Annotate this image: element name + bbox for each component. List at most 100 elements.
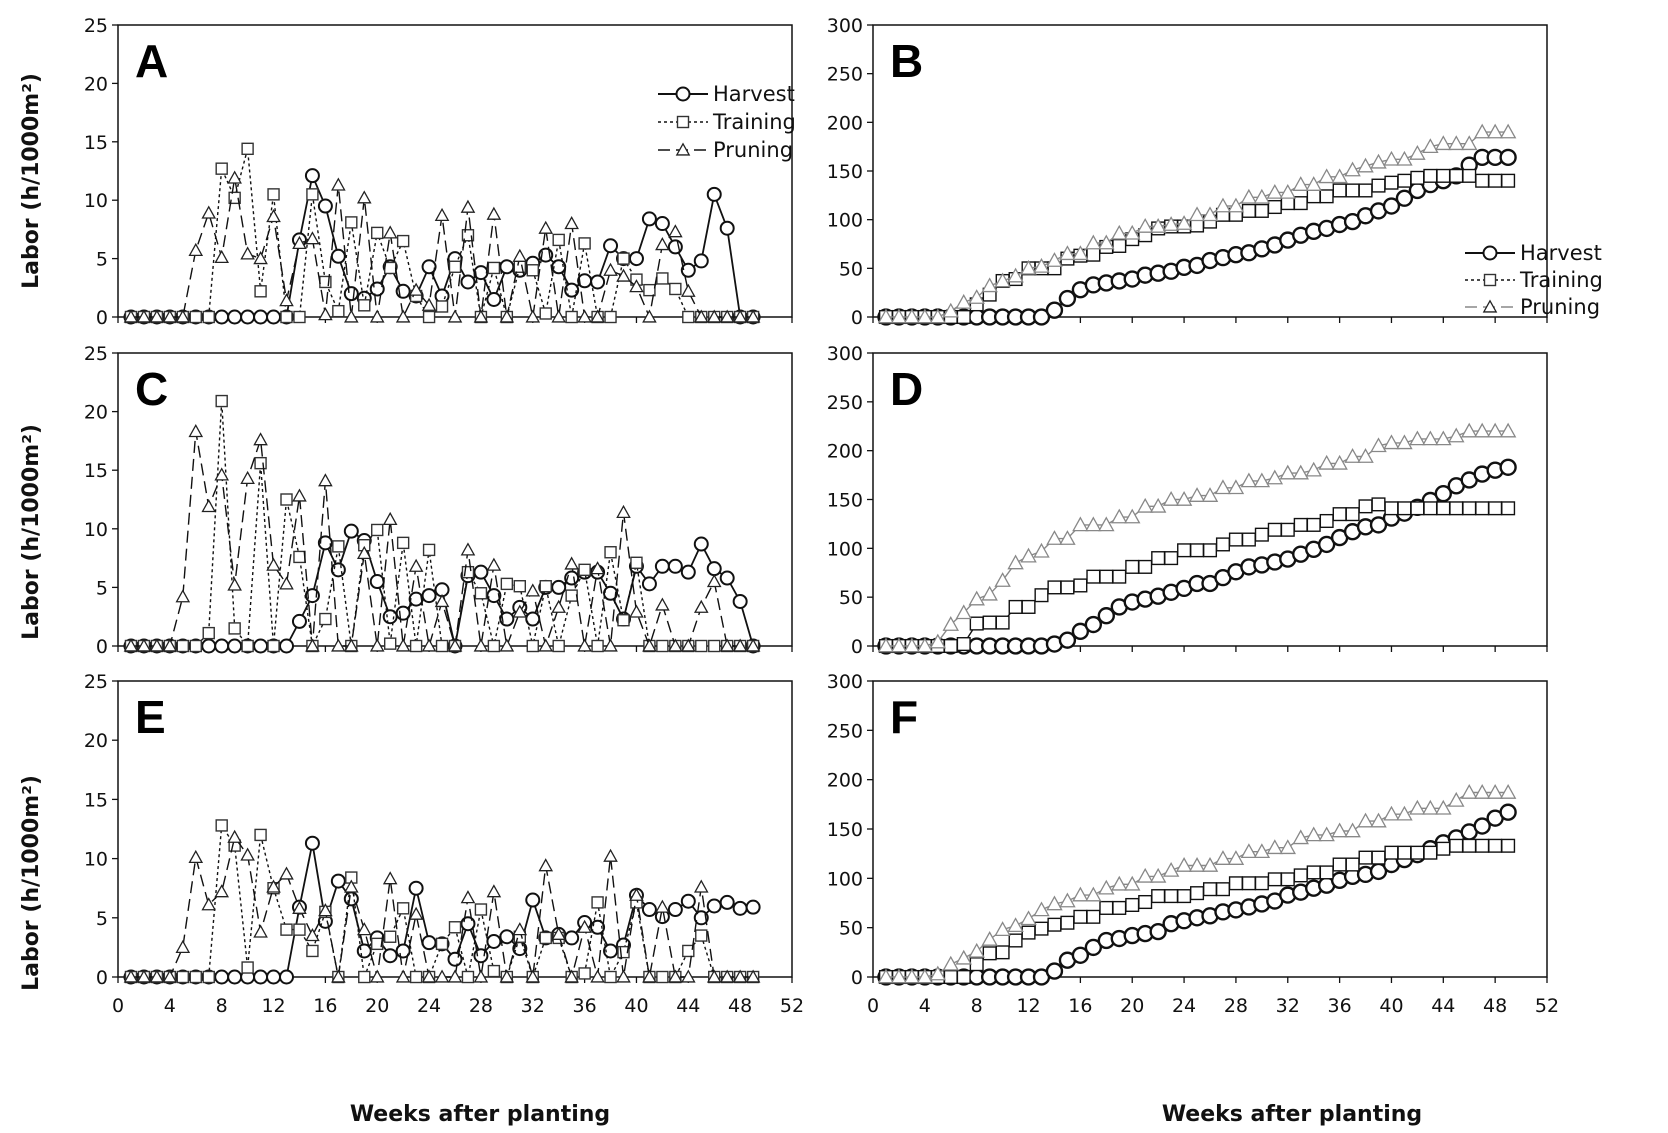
point-pruning [473,309,489,323]
point-pruning [551,309,566,323]
point-harvest [1395,189,1414,207]
point-harvest [1473,817,1491,835]
point-pruning [460,199,476,213]
point-pruning [1046,252,1063,267]
point-pruning [1409,799,1426,815]
point-training [241,961,254,974]
point-pruning [1370,437,1387,453]
y-tick-label: 250 [827,64,863,86]
point-harvest [525,611,541,627]
point-pruning [1149,497,1167,513]
point-training [1215,882,1230,897]
point-pruning [525,583,541,597]
point-pruning [903,637,921,653]
point-pruning [1383,150,1400,166]
point-pruning [460,890,476,904]
x-tick-label: 48 [728,995,752,1017]
point-training [1151,889,1166,904]
point-training [604,310,617,324]
point-harvest [525,892,541,908]
point-harvest [603,238,619,254]
point-pruning [499,309,515,323]
point-harvest [1317,535,1336,554]
x-tick-label: 0 [112,995,124,1017]
point-training [1241,532,1256,547]
point-harvest [1032,308,1051,326]
point-pruning [1033,901,1050,917]
point-training [422,310,436,324]
point-pruning [1396,434,1413,450]
point-pruning [916,308,934,324]
right-x-axis-title: Weeks after planting [1162,1102,1422,1127]
point-pruning [240,847,255,861]
point-pruning [877,637,895,653]
point-pruning [253,924,268,938]
point-harvest [1382,197,1401,215]
point-pruning [1059,245,1076,261]
point-pruning [1240,472,1258,488]
point-pruning [642,638,657,652]
point-harvest [421,259,437,275]
point-pruning [201,498,217,513]
point-training [1319,189,1334,204]
point-pruning [344,879,359,893]
point-pruning [188,849,204,864]
point-pruning [681,969,696,983]
point-pruning [1149,218,1167,233]
point-training [1047,917,1062,932]
point-training [1410,170,1425,185]
point-training [371,523,384,537]
point-pruning [1188,487,1206,502]
point-pruning [369,969,385,983]
point-harvest [590,274,606,290]
y-tick-label: 250 [827,392,863,414]
point-pruning [1292,176,1309,191]
point-training [1099,900,1114,915]
point-pruning [279,293,294,307]
point-training [280,923,293,936]
point-pruning [512,922,528,936]
point-training [396,536,410,550]
point-pruning [1499,784,1517,799]
point-pruning [655,597,670,611]
point-pruning [551,926,566,940]
point-training [565,589,578,602]
panel-d: 0 50 100 150 200 250 300 D [827,343,1548,658]
point-pruning [1227,479,1245,495]
point-pruning [318,307,333,321]
point-pruning [240,470,255,485]
point-training [435,937,449,951]
point-harvest [291,613,307,629]
point-training [254,828,267,842]
point-pruning [162,638,178,652]
point-training [371,937,384,951]
point-training [332,304,345,318]
x-tick-label: 36 [1328,995,1352,1017]
point-training [1021,599,1036,614]
point-training [215,162,228,175]
y-tick-label: 20 [84,73,108,95]
y-tick-label: 10 [84,190,108,212]
point-harvest [1058,289,1077,308]
point-pruning [1473,422,1491,438]
point-harvest [421,935,437,951]
point-pruning [1111,224,1128,240]
point-pruning [629,887,644,901]
y-tick-label: 150 [827,161,863,183]
point-training [1332,507,1347,522]
x-tick-label: 24 [417,995,441,1017]
point-pruning [629,604,644,618]
point-training [422,543,436,557]
point-pruning [1305,826,1322,842]
point-harvest [201,638,217,654]
point-training [383,261,397,275]
point-pruning [577,638,592,652]
y-tick-label: 0 [96,307,108,329]
point-training [1488,173,1503,188]
point-training [513,580,527,593]
point-pruning [188,242,204,257]
point-training [280,493,293,506]
point-training [1436,841,1451,856]
panel-b: 0 50 100 150 200 250 300 B [827,15,1548,329]
point-pruning [292,488,307,502]
